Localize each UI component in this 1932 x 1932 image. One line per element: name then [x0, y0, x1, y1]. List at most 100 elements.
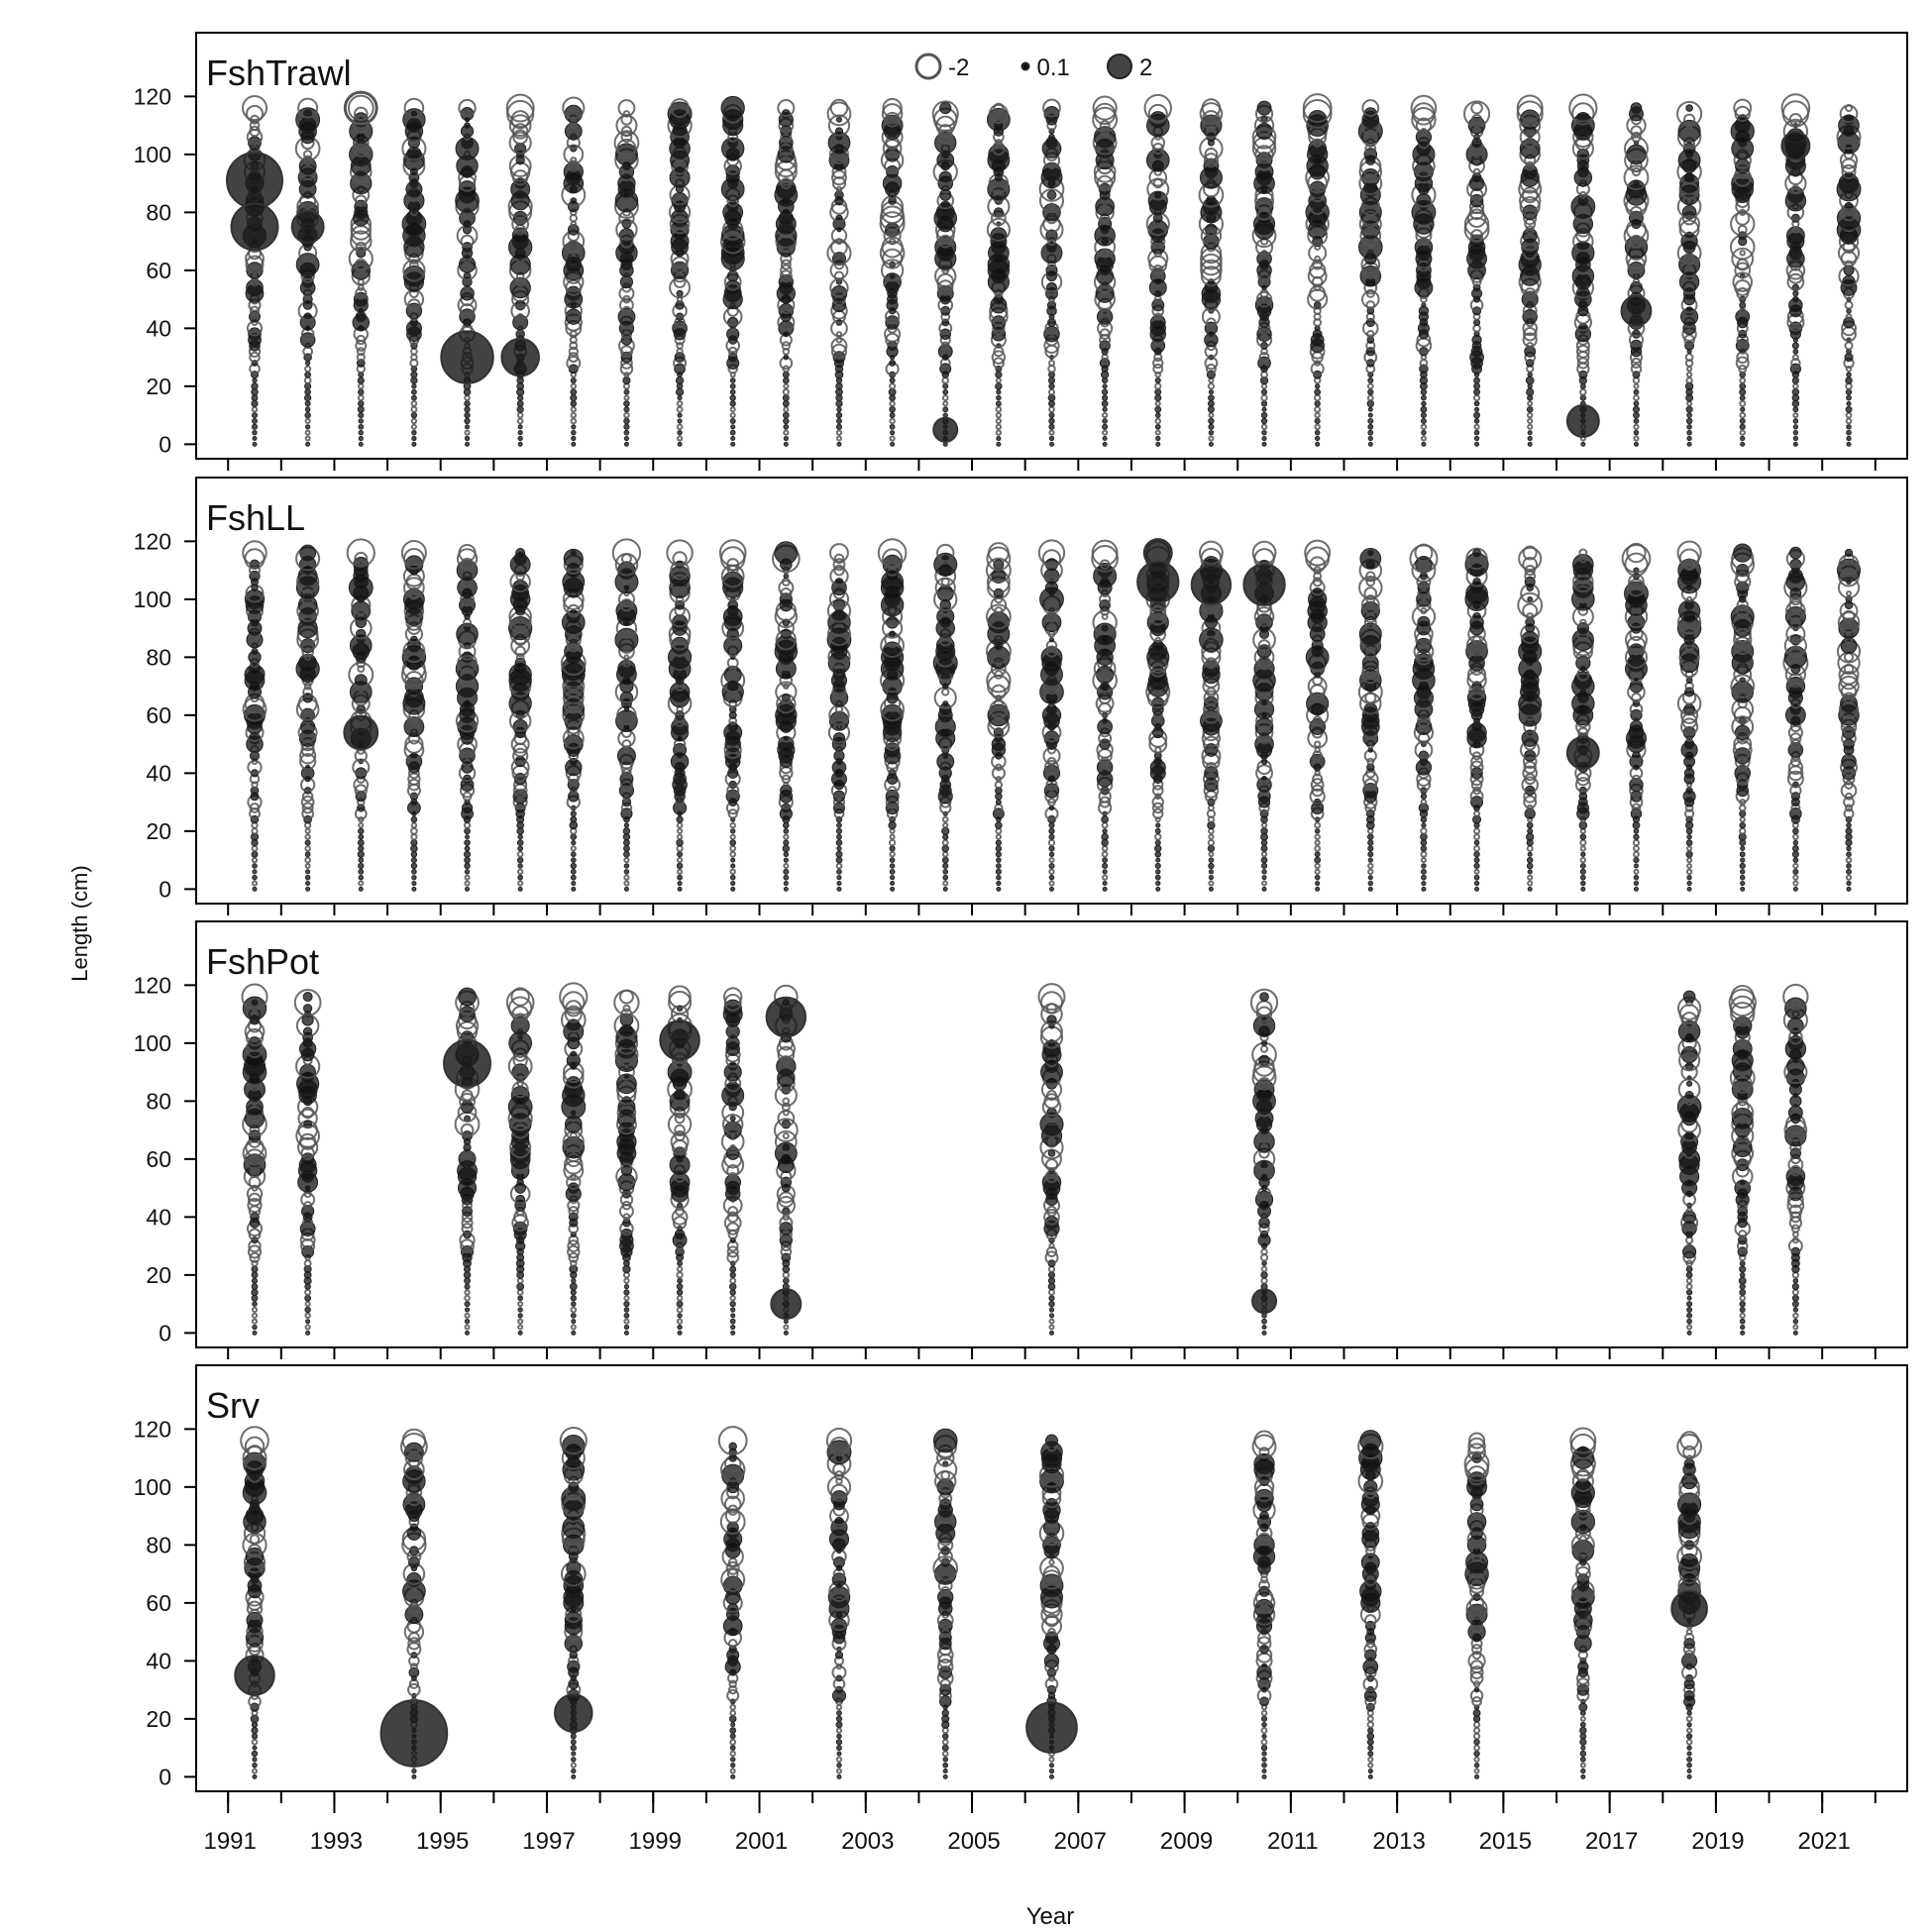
residual-bubble [1740, 406, 1746, 412]
residual-bubble [835, 417, 842, 424]
residual-bubble [249, 305, 261, 317]
residual-bubble [995, 400, 1002, 407]
residual-bubble [1527, 595, 1534, 602]
residual-bubble [1789, 546, 1802, 560]
residual-bubble [1580, 886, 1586, 892]
residual-bubble-large [226, 152, 283, 210]
residual-bubble [783, 1319, 789, 1325]
residual-bubble [1260, 393, 1268, 402]
residual-bubble [1421, 822, 1427, 828]
residual-bubble [677, 1260, 684, 1267]
residual-bubble [1846, 845, 1852, 852]
residual-bubble [1421, 441, 1427, 447]
residual-bubble [570, 388, 578, 396]
residual-bubble [1261, 886, 1267, 892]
residual-bubble [673, 801, 688, 815]
residual-bubble [1682, 1210, 1697, 1225]
residual-bubble [1259, 1044, 1269, 1053]
residual-bubble-large [765, 996, 807, 1038]
residual-bubble [623, 1289, 630, 1296]
residual-bubble [1474, 441, 1480, 447]
residual-bubble [1155, 869, 1161, 875]
residual-bubble [1731, 1108, 1754, 1129]
residual-bubble [1633, 850, 1640, 858]
residual-bubble [1633, 857, 1640, 864]
residual-bubble [302, 1026, 313, 1036]
y-tick-label: 0 [159, 876, 171, 902]
residual-bubble [1792, 1307, 1799, 1313]
residual-bubble [1038, 188, 1065, 214]
residual-bubble-large [443, 1038, 491, 1088]
year-column-1999 [666, 539, 694, 892]
residual-bubble [1792, 827, 1799, 835]
residual-bubble [251, 406, 259, 413]
y-tick-label: 100 [134, 1474, 171, 1500]
residual-bubble [677, 886, 683, 892]
residual-bubble [677, 874, 683, 881]
year-column-1995 [455, 543, 480, 892]
residual-bubble [1685, 1283, 1693, 1291]
residual-bubble [570, 417, 578, 425]
residual-bubble [1154, 862, 1161, 870]
residual-bubble [403, 97, 425, 119]
residual-bubble [304, 1324, 311, 1331]
residual-bubble [1367, 441, 1373, 447]
residual-bubble [988, 103, 1009, 124]
residual-bubble [252, 1745, 258, 1751]
residual-bubble [1846, 868, 1852, 875]
residual-bubble [1048, 382, 1055, 390]
residual-bubble [458, 987, 477, 1007]
residual-bubble [411, 441, 417, 447]
residual-bubble [1260, 821, 1268, 829]
residual-bubble [464, 1283, 471, 1290]
residual-bubble [992, 357, 1005, 370]
residual-bubble [1845, 411, 1853, 419]
residual-bubble [1686, 400, 1693, 407]
residual-bubble [1094, 248, 1116, 269]
residual-bubble [304, 1294, 312, 1302]
residual-bubble [890, 430, 896, 436]
residual-bubble [883, 272, 902, 291]
residual-bubble [1845, 874, 1853, 881]
legend-symbol-2 [1107, 54, 1132, 79]
residual-bubble [1421, 880, 1427, 887]
residual-bubble [676, 838, 684, 847]
residual-bubble [358, 435, 364, 442]
residual-bubble [889, 272, 896, 279]
residual-bubble [1092, 95, 1118, 121]
residual-bubble [1527, 874, 1534, 881]
year-column-2014 [1464, 547, 1489, 892]
residual-bubble-large [440, 330, 494, 384]
residual-bubble [570, 376, 577, 384]
residual-bubble [1255, 122, 1273, 140]
residual-bubble-large [1190, 564, 1233, 605]
residual-bubble [410, 423, 417, 430]
residual-bubble [1633, 863, 1639, 869]
residual-bubble [1048, 359, 1055, 367]
residual-bubble [1366, 382, 1374, 390]
residual-bubble [1102, 429, 1109, 436]
residual-bubble [1102, 886, 1108, 892]
residual-bubble [780, 264, 793, 277]
residual-bubble [354, 674, 368, 688]
residual-bubble [1739, 1318, 1746, 1325]
residual-bubble [1473, 827, 1481, 835]
residual-bubble [1260, 1265, 1268, 1273]
residual-bubble [304, 839, 311, 846]
residual-bubble [835, 336, 843, 344]
residual-bubble [940, 577, 950, 587]
residual-bubble [726, 269, 739, 282]
residual-bubble [1102, 383, 1108, 389]
residual-bubble [781, 341, 792, 351]
residual-bubble [1739, 851, 1746, 858]
residual-bubble [1315, 441, 1321, 447]
residual-bubble [304, 1312, 311, 1320]
residual-bubble [677, 418, 683, 424]
residual-bubble [994, 139, 1003, 148]
residual-bubble [1208, 429, 1215, 436]
year-column-2000 [720, 987, 745, 1336]
residual-bubble [251, 1294, 259, 1302]
residual-bubble [1154, 417, 1162, 425]
